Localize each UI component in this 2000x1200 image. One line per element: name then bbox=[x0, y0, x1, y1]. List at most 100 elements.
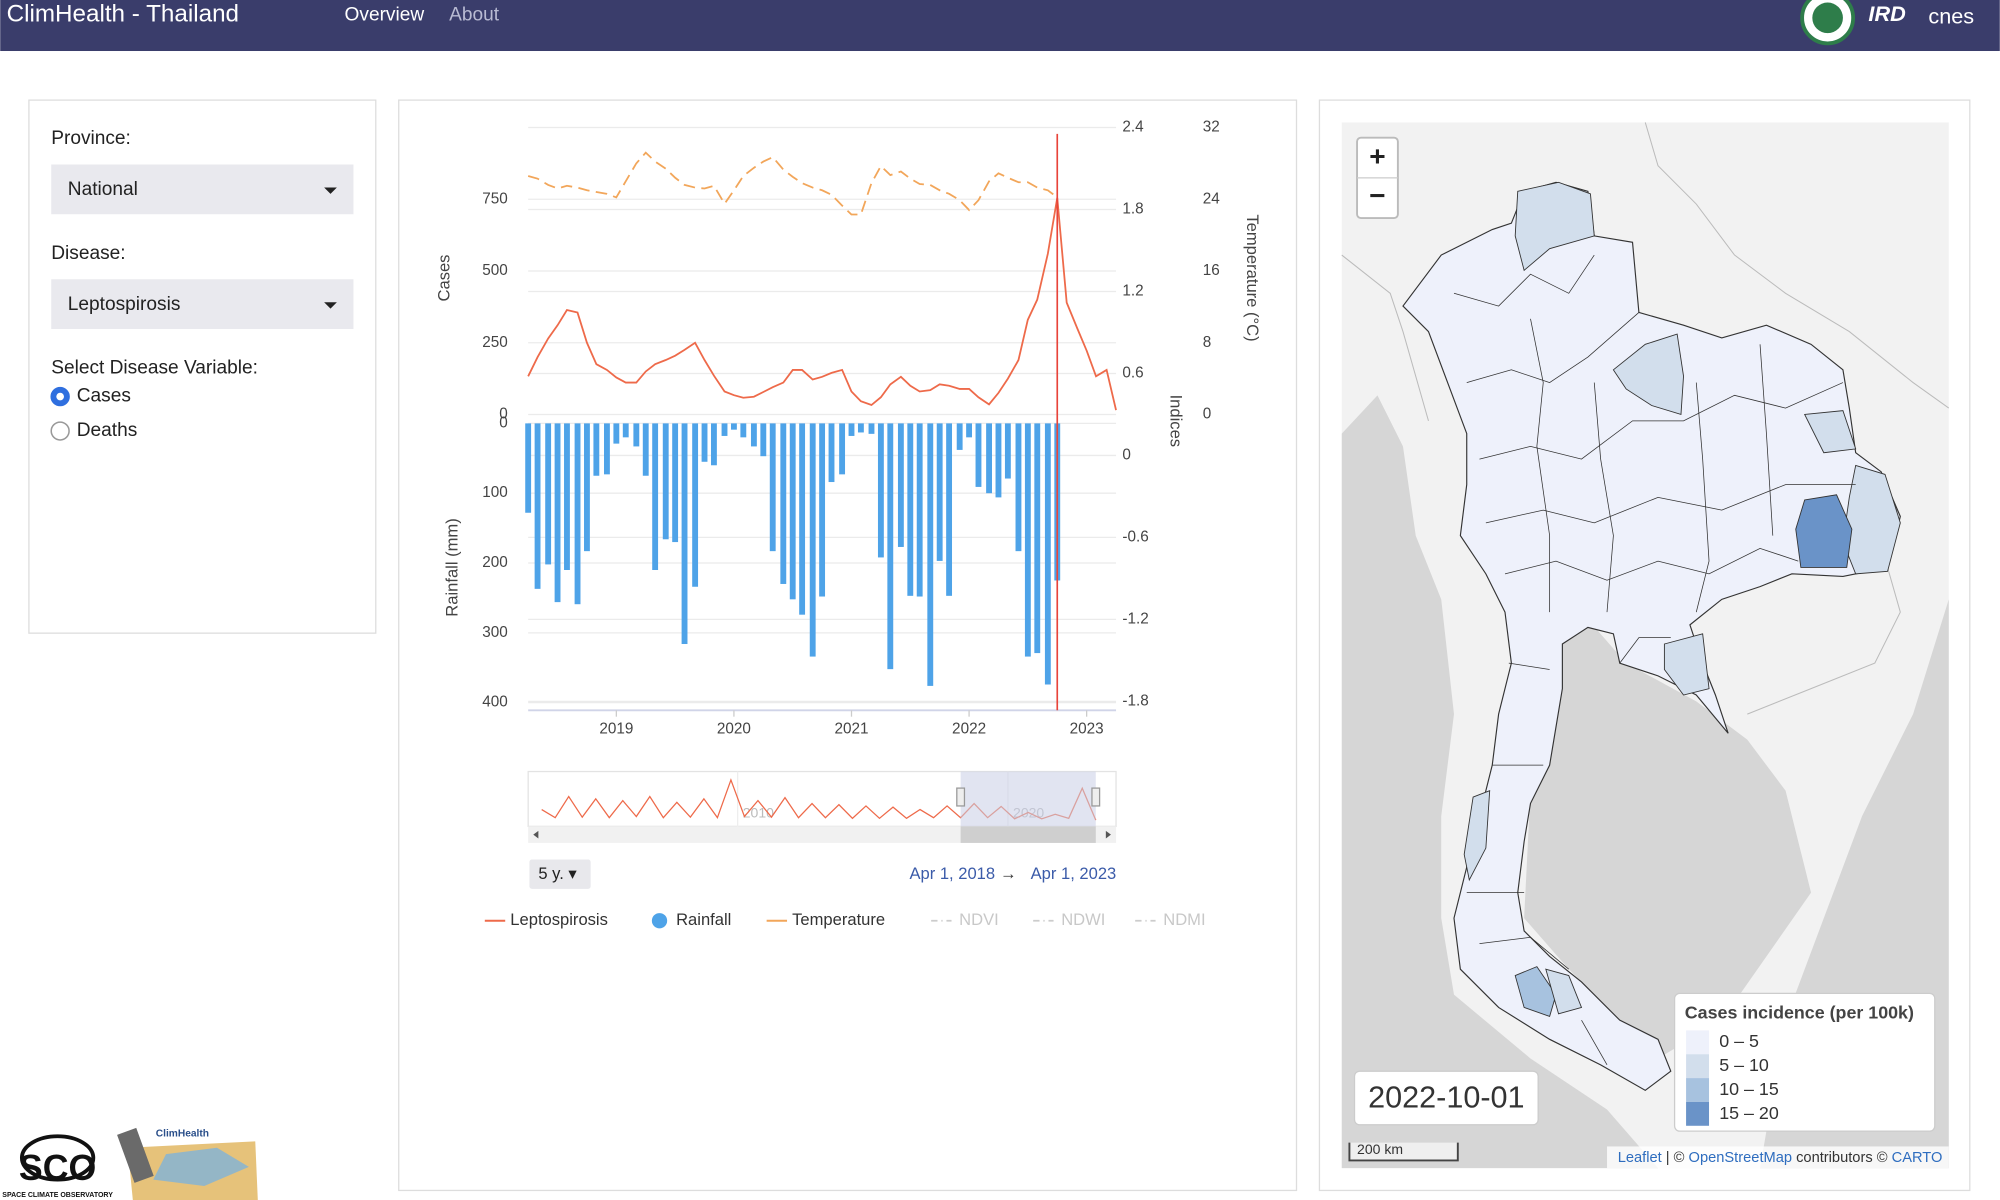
y-tick-label: 16 bbox=[1203, 262, 1220, 279]
y-tick-label: 0 bbox=[499, 405, 508, 422]
bar bbox=[789, 423, 796, 600]
bar bbox=[721, 423, 728, 436]
range-window[interactable] bbox=[960, 771, 1096, 827]
bar bbox=[936, 423, 943, 561]
select-value[interactable]: Leptospirosis bbox=[68, 294, 181, 315]
province[interactable] bbox=[1514, 966, 1557, 1017]
nav-link[interactable]: About bbox=[449, 4, 500, 25]
legend-label[interactable]: Temperature bbox=[792, 910, 885, 929]
bar bbox=[730, 423, 737, 430]
radio-label[interactable]: Cases bbox=[77, 386, 131, 407]
scroll-left[interactable] bbox=[533, 830, 539, 839]
province-select[interactable]: National bbox=[51, 164, 354, 215]
caret[interactable] bbox=[324, 302, 337, 309]
legend-label[interactable]: NDVI bbox=[959, 910, 999, 929]
legend-item[interactable]: Leptospirosis bbox=[484, 910, 608, 929]
disease-select[interactable]: Leptospirosis bbox=[51, 279, 354, 330]
bar bbox=[877, 423, 884, 558]
range-arrow: → bbox=[1000, 864, 1017, 883]
zoom-control[interactable]: + − bbox=[1356, 136, 1399, 220]
scrollbar-thumb[interactable] bbox=[960, 826, 1096, 843]
border bbox=[1341, 254, 1429, 421]
bar bbox=[956, 423, 963, 450]
radio-option[interactable]: Cases bbox=[50, 386, 131, 407]
bar bbox=[995, 423, 1002, 498]
province[interactable] bbox=[1795, 494, 1853, 568]
legend-item[interactable]: Rainfall bbox=[651, 910, 731, 929]
zoom-out[interactable]: − bbox=[1369, 180, 1385, 211]
sea bbox=[1341, 395, 1659, 1169]
x-tick-label: 2023 bbox=[1070, 720, 1104, 737]
province-label: Province: bbox=[51, 128, 131, 149]
legend-class-label: 15 – 20 bbox=[1719, 1103, 1779, 1123]
bar bbox=[897, 423, 904, 547]
y-tick-label: 32 bbox=[1203, 119, 1220, 136]
axis-title: Temperature (°C) bbox=[1243, 214, 1262, 341]
logo-cnes: cnes bbox=[1928, 4, 1974, 29]
range-handle[interactable] bbox=[1091, 787, 1101, 807]
radio-option[interactable]: Deaths bbox=[50, 420, 138, 441]
province[interactable] bbox=[1402, 181, 1901, 1092]
bar bbox=[593, 423, 600, 476]
logo-ird: IRD bbox=[1868, 1, 1906, 26]
axis-title: Cases bbox=[435, 255, 454, 302]
attribution-text: contributors © bbox=[1792, 1150, 1892, 1166]
bar bbox=[613, 423, 620, 444]
province[interactable] bbox=[1612, 333, 1684, 416]
caret[interactable] bbox=[324, 187, 337, 194]
legend-item-hidden[interactable]: NDVI bbox=[931, 910, 999, 929]
legend-label[interactable]: Leptospirosis bbox=[510, 910, 608, 929]
select-box[interactable] bbox=[51, 279, 354, 330]
province[interactable] bbox=[1842, 464, 1901, 575]
bar bbox=[1024, 423, 1031, 657]
attribution-link[interactable]: OpenStreetMap bbox=[1689, 1150, 1792, 1166]
legend-label[interactable]: Rainfall bbox=[676, 910, 731, 929]
line-series bbox=[527, 197, 1117, 411]
bar bbox=[907, 423, 914, 596]
range-button[interactable]: 5 y. ▾ bbox=[538, 864, 577, 883]
attribution-link[interactable]: CARTO bbox=[1892, 1150, 1943, 1166]
province[interactable] bbox=[1463, 789, 1491, 882]
attribution-link[interactable]: Leaflet bbox=[1618, 1150, 1662, 1166]
legend-item-hidden[interactable]: NDWI bbox=[1033, 910, 1105, 929]
bar bbox=[652, 423, 659, 570]
y-tick-label: -1.8 bbox=[1122, 692, 1148, 709]
legend-item[interactable]: Temperature bbox=[766, 910, 885, 929]
y-tick-label: 1.2 bbox=[1122, 283, 1143, 300]
legend-symbol[interactable] bbox=[651, 913, 668, 929]
province[interactable] bbox=[1663, 633, 1710, 696]
y-tick-label: 0 bbox=[1203, 405, 1212, 422]
bar bbox=[848, 423, 855, 436]
y-tick-label: -1.2 bbox=[1122, 610, 1148, 627]
province[interactable] bbox=[1545, 968, 1583, 1015]
border bbox=[1747, 567, 1901, 715]
zoom-in[interactable]: + bbox=[1369, 141, 1385, 172]
y-tick-label: 0.6 bbox=[1122, 365, 1143, 382]
select-box[interactable] bbox=[51, 164, 354, 215]
legend-title: Cases incidence (per 100k) bbox=[1685, 1003, 1914, 1023]
scroll-right[interactable] bbox=[1105, 830, 1111, 839]
x-tick-label: 2020 bbox=[717, 720, 751, 737]
map[interactable]: + − 2022-10-01 Cases incidence (per 100k… bbox=[1341, 122, 1950, 1169]
select-value[interactable]: National bbox=[68, 179, 138, 200]
range-end: Apr 1, 2023 bbox=[1031, 864, 1117, 883]
legend-label[interactable]: NDMI bbox=[1163, 910, 1205, 929]
nav-link[interactable]: Overview bbox=[345, 4, 425, 25]
range-handle[interactable] bbox=[956, 787, 966, 807]
attribution: Leaflet | © OpenStreetMap contributors ©… bbox=[1618, 1150, 1943, 1166]
border bbox=[1508, 662, 1550, 670]
radio-dot[interactable] bbox=[56, 392, 64, 401]
radio-label[interactable]: Deaths bbox=[77, 420, 138, 441]
border bbox=[1466, 312, 1640, 383]
x-tick-label: 2022 bbox=[952, 720, 986, 737]
bar bbox=[916, 423, 923, 597]
province[interactable] bbox=[1803, 410, 1857, 454]
radio-button[interactable] bbox=[50, 421, 70, 441]
sco-logo: SCO bbox=[19, 1148, 96, 1188]
legend-label[interactable]: NDWI bbox=[1061, 910, 1105, 929]
bar bbox=[828, 423, 835, 483]
province[interactable] bbox=[1514, 181, 1595, 272]
range-button-box[interactable] bbox=[529, 859, 591, 889]
